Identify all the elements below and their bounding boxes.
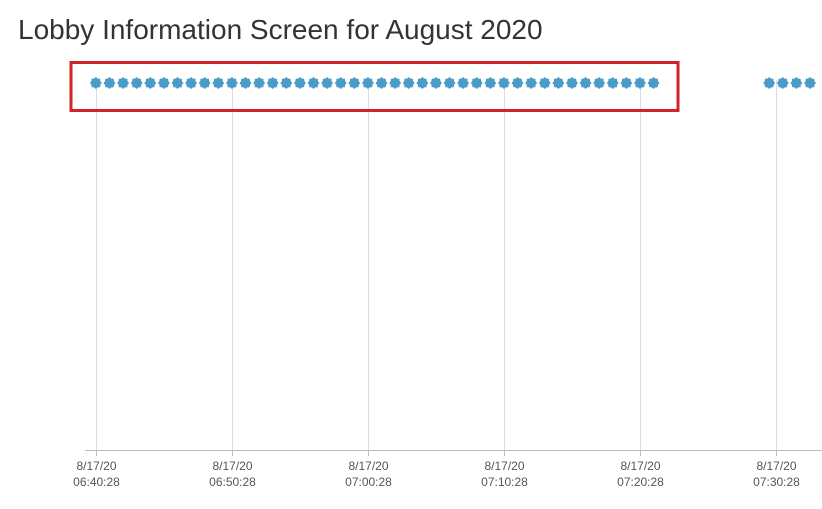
point [103,77,116,89]
point [565,77,578,89]
point [647,77,660,89]
point [321,77,334,89]
point [429,77,442,89]
point [443,77,456,89]
chart-title: Lobby Information Screen for August 2020 [18,14,543,45]
point [307,77,320,89]
point [130,77,143,89]
x-tick-label: 8/17/20 07:20:28 [617,459,664,489]
point [117,77,130,89]
point [457,77,470,89]
point [790,77,803,89]
x-tick-label: 8/17/20 07:10:28 [481,459,528,489]
point [803,77,816,89]
point [198,77,211,89]
point [225,77,238,89]
point [293,77,306,89]
point [253,77,266,89]
point [776,77,789,89]
point [212,77,225,89]
point [470,77,483,89]
point [389,77,402,89]
x-tick-label: 8/17/20 06:40:28 [73,459,120,489]
point [89,77,102,89]
point [511,77,524,89]
point [171,77,184,89]
point [266,77,279,89]
point [416,77,429,89]
point [763,77,776,89]
point [593,77,606,89]
point [606,77,619,89]
point [157,77,170,89]
highlight-box [69,61,680,112]
point [538,77,551,89]
point [144,77,157,89]
point [361,77,374,89]
point [239,77,252,89]
x-tick-label: 8/17/20 07:00:28 [345,459,392,489]
point [185,77,198,89]
point [280,77,293,89]
point [375,77,388,89]
x-tick-label: 8/17/20 07:30:28 [753,459,800,489]
plot: 8/17/20 06:40:28 8/17/20 06:50:28 8/17/20 07:… [73,77,816,489]
point [484,77,497,89]
point [348,77,361,89]
point [334,77,347,89]
point [633,77,646,89]
point [579,77,592,89]
point [497,77,510,89]
x-tick-label: 8/17/20 06:50:28 [209,459,256,489]
point [620,77,633,89]
point [525,77,538,89]
point [402,77,415,89]
point [552,77,565,89]
